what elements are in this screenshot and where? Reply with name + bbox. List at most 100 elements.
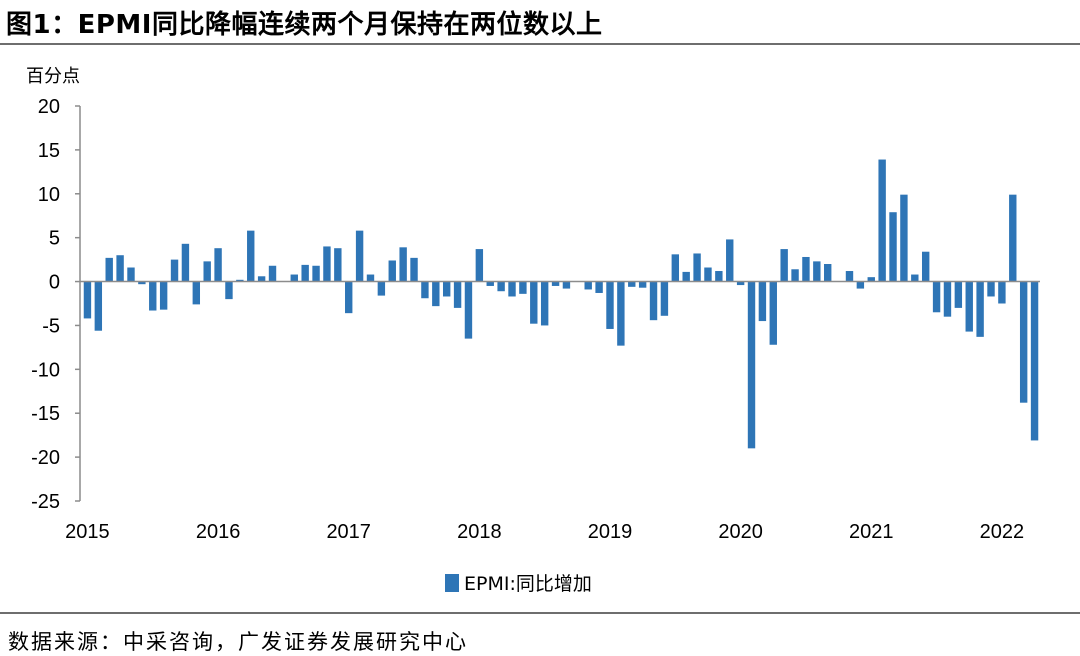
- bar: [432, 281, 440, 307]
- source-rule: [0, 612, 1080, 614]
- bar: [105, 257, 113, 282]
- x-tick-label: 2017: [326, 521, 371, 543]
- bar: [1019, 281, 1028, 403]
- x-tick-label: 2018: [457, 521, 502, 543]
- y-tick-label: -10: [31, 359, 60, 381]
- y-tick-label: -25: [31, 491, 60, 513]
- bar: [878, 159, 886, 282]
- bar: [682, 271, 690, 282]
- y-tick-label: 5: [49, 228, 60, 250]
- bar: [976, 281, 984, 337]
- bar: [377, 281, 386, 296]
- bar: [845, 271, 854, 282]
- bar: [247, 230, 255, 282]
- bar: [323, 246, 331, 282]
- bar: [116, 255, 124, 282]
- bar: [127, 267, 135, 282]
- bar: [638, 281, 647, 288]
- bar: [355, 230, 364, 282]
- bar: [170, 259, 179, 282]
- legend: EPMI:同比增加: [445, 573, 592, 595]
- bar: [475, 249, 484, 282]
- bar: [508, 281, 516, 297]
- bar: [704, 267, 712, 282]
- bar: [334, 248, 342, 282]
- bar: [192, 281, 201, 305]
- bar: [911, 274, 919, 282]
- bar: [856, 281, 865, 289]
- bar: [149, 281, 157, 311]
- x-tick-label: 2019: [588, 521, 633, 543]
- bar: [649, 281, 658, 321]
- bar: [802, 256, 810, 282]
- bar: [540, 281, 549, 326]
- bar: [562, 281, 571, 289]
- chart-title: 图1：EPMI同比降幅连续两个月保持在两位数以上: [6, 10, 603, 40]
- bar: [671, 254, 680, 282]
- bar: [889, 212, 897, 282]
- bar: [225, 281, 233, 300]
- bar: [606, 281, 614, 329]
- y-tick-label: -5: [42, 315, 60, 337]
- bar: [736, 281, 745, 286]
- y-tick-label: 0: [49, 272, 60, 294]
- bar: [257, 276, 266, 282]
- bar: [780, 249, 788, 282]
- y-axis-unit-label: 百分点: [26, 66, 80, 87]
- bar: [998, 281, 1006, 304]
- bar: [987, 281, 995, 297]
- bar: [867, 277, 875, 282]
- bar: [497, 281, 505, 292]
- y-tick-label: -20: [31, 447, 60, 469]
- bar: [584, 281, 592, 290]
- bar: [1009, 194, 1017, 282]
- x-tick-label: 2022: [980, 521, 1025, 543]
- bar: [932, 281, 941, 313]
- bar: [693, 253, 701, 282]
- x-tick-label: 2020: [718, 521, 763, 543]
- legend-swatch: [445, 574, 459, 592]
- bar: [366, 274, 375, 282]
- bar: [301, 264, 309, 282]
- bar: [159, 281, 168, 310]
- bar: [747, 281, 756, 449]
- bar: [551, 281, 560, 286]
- bar: [83, 281, 92, 319]
- bar: [203, 261, 211, 282]
- y-tick-label: 20: [38, 96, 60, 118]
- bar: [181, 243, 190, 282]
- bar: [791, 269, 799, 282]
- legend-label: EPMI:同比增加: [464, 573, 592, 595]
- bar: [824, 264, 832, 282]
- bar: [813, 261, 821, 282]
- y-tick-label: 15: [38, 140, 60, 162]
- bar: [726, 239, 734, 282]
- bar: [628, 281, 636, 287]
- bar: [399, 247, 407, 282]
- bar: [312, 265, 320, 282]
- bar: [1030, 281, 1039, 441]
- bar: [214, 248, 222, 282]
- bar: [530, 281, 538, 324]
- bar: [954, 281, 963, 308]
- bar: [290, 274, 298, 282]
- y-axis: 20 15 10 5 0 -5 -10 -15 -20 -25: [31, 96, 81, 513]
- bar: [943, 281, 952, 317]
- y-tick-label: 10: [38, 184, 60, 206]
- x-axis-labels: 2015 2016 2017 2018 2019 2020 2021 2022: [65, 521, 1024, 543]
- x-tick-label: 2016: [196, 521, 241, 543]
- bar: [519, 281, 527, 294]
- bar: [453, 281, 462, 308]
- bar: [617, 281, 625, 346]
- bar: [921, 251, 930, 282]
- bar: [94, 281, 103, 331]
- bar: [486, 281, 494, 286]
- x-tick-label: 2021: [849, 521, 894, 543]
- bar: [758, 281, 767, 322]
- bar: [660, 281, 669, 316]
- bar: [595, 281, 603, 293]
- bar: [421, 281, 429, 299]
- bar: [715, 271, 723, 282]
- bar: [464, 281, 473, 339]
